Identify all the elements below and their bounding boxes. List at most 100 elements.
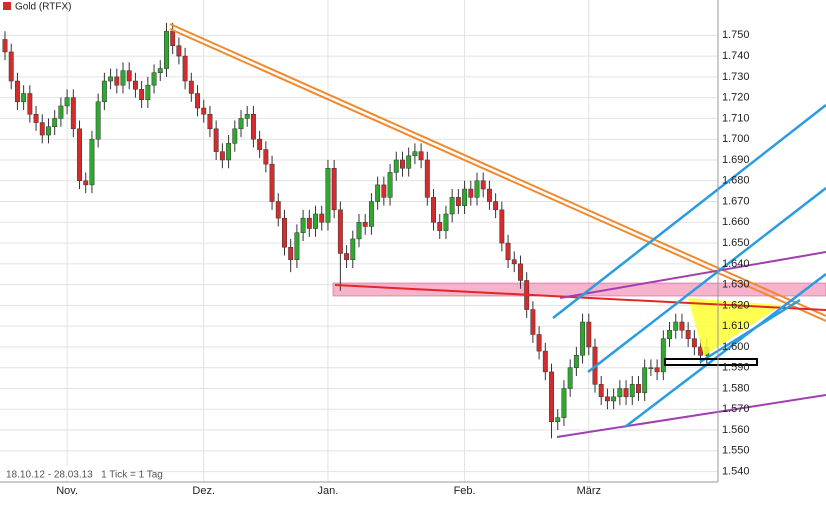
- candle-body: [580, 321, 586, 356]
- candle-body: [244, 114, 250, 119]
- y-tick-label: 1.620: [722, 299, 750, 311]
- candle-body: [170, 30, 176, 46]
- trend-line: [556, 394, 826, 438]
- candle-body: [350, 238, 356, 260]
- candle-body: [331, 168, 337, 211]
- candle-body: [201, 107, 207, 115]
- triangle: [688, 298, 782, 356]
- candle-body: [145, 84, 151, 100]
- candle-body: [431, 197, 436, 223]
- candle-body: [393, 159, 399, 173]
- candle-body: [77, 128, 82, 182]
- candle-body: [499, 209, 505, 244]
- trend-line: [552, 104, 826, 319]
- footer-bg: [0, 466, 130, 480]
- candle-body: [46, 126, 51, 136]
- y-tick-label: 1.590: [722, 362, 750, 374]
- trend-lines: [169, 23, 826, 438]
- candle-body: [95, 101, 101, 140]
- y-tick-label: 1.550: [722, 445, 750, 457]
- candle-body: [418, 151, 424, 161]
- candle-body: [2, 39, 8, 53]
- candle-body: [21, 93, 27, 103]
- y-tick-label: 1.600: [722, 341, 750, 353]
- candle-body: [27, 93, 33, 115]
- candle-body: [238, 118, 244, 130]
- candle-body: [213, 128, 219, 152]
- support-box: [664, 358, 758, 366]
- candle-body: [263, 149, 269, 165]
- y-tick-label: 1.630: [722, 279, 750, 291]
- candle-body: [636, 384, 641, 393]
- candle-body: [64, 97, 70, 107]
- candle-body: [207, 114, 213, 130]
- candle-body: [126, 70, 132, 82]
- candle-body: [337, 209, 343, 254]
- x-tick-label: Nov.: [56, 485, 78, 497]
- candle-body: [406, 155, 412, 169]
- y-tick-label: 1.690: [722, 154, 750, 166]
- candle-body: [604, 396, 610, 402]
- y-tick-label: 1.570: [722, 403, 750, 415]
- y-tick-label: 1.740: [722, 50, 750, 62]
- candle-body: [443, 213, 449, 231]
- candle-body: [462, 188, 468, 206]
- candle-body: [176, 45, 182, 57]
- candle-body: [549, 371, 554, 423]
- trend-line: [699, 298, 801, 364]
- candle-body: [132, 80, 138, 90]
- axis-labels: 1.540 1.550 1.560 1.570 1.580 1.590 1.600 1.610…: [56, 29, 749, 497]
- trend-line: [559, 251, 826, 299]
- candle-body: [400, 159, 405, 169]
- y-tick-label: 1.710: [722, 112, 750, 124]
- candle-body: [648, 367, 654, 369]
- candle-body: [493, 201, 499, 211]
- candle-body: [250, 114, 256, 140]
- candle-body: [120, 70, 126, 86]
- candle-body: [486, 188, 492, 202]
- candle-body: [164, 30, 169, 69]
- candle-body: [325, 168, 331, 223]
- candle-body: [673, 321, 679, 331]
- candle-body: [8, 51, 14, 82]
- candle-body: [455, 197, 461, 206]
- candle-body: [319, 213, 325, 223]
- candle-body: [667, 330, 672, 339]
- candle-body: [114, 76, 120, 86]
- candle-body: [449, 197, 455, 215]
- y-tick-label: 1.750: [722, 29, 750, 41]
- candle-body: [536, 334, 542, 352]
- candle-body: [629, 384, 635, 398]
- candle-body: [89, 138, 95, 186]
- candle-body: [83, 180, 89, 186]
- candle-body: [188, 80, 194, 94]
- candle-body: [679, 321, 685, 331]
- candle-body: [157, 68, 163, 73]
- candle-body: [306, 217, 312, 229]
- candle-body: [375, 184, 381, 202]
- candle-body: [362, 222, 368, 227]
- legend-swatch: [3, 2, 11, 10]
- y-tick-label: 1.560: [722, 424, 750, 436]
- candle-body: [598, 384, 604, 398]
- candle-body: [573, 355, 579, 368]
- candle-body: [474, 180, 480, 198]
- y-tick-label: 1.700: [722, 133, 750, 145]
- candle-body: [269, 163, 275, 202]
- candle-body: [195, 93, 200, 109]
- candle-body: [561, 388, 567, 418]
- candle-body: [139, 89, 145, 100]
- candle-body: [14, 80, 20, 103]
- candle-body: [412, 151, 418, 157]
- y-tick-label: 1.660: [722, 216, 750, 228]
- candle-body: [505, 242, 511, 260]
- candle-body: [182, 55, 188, 82]
- trend-line: [587, 187, 826, 373]
- y-tick-label: 1.640: [722, 258, 750, 270]
- candle-body: [356, 222, 362, 240]
- candle-body: [617, 388, 623, 398]
- candle-body: [313, 213, 318, 229]
- candle-body: [685, 330, 691, 339]
- candle-body: [294, 232, 300, 260]
